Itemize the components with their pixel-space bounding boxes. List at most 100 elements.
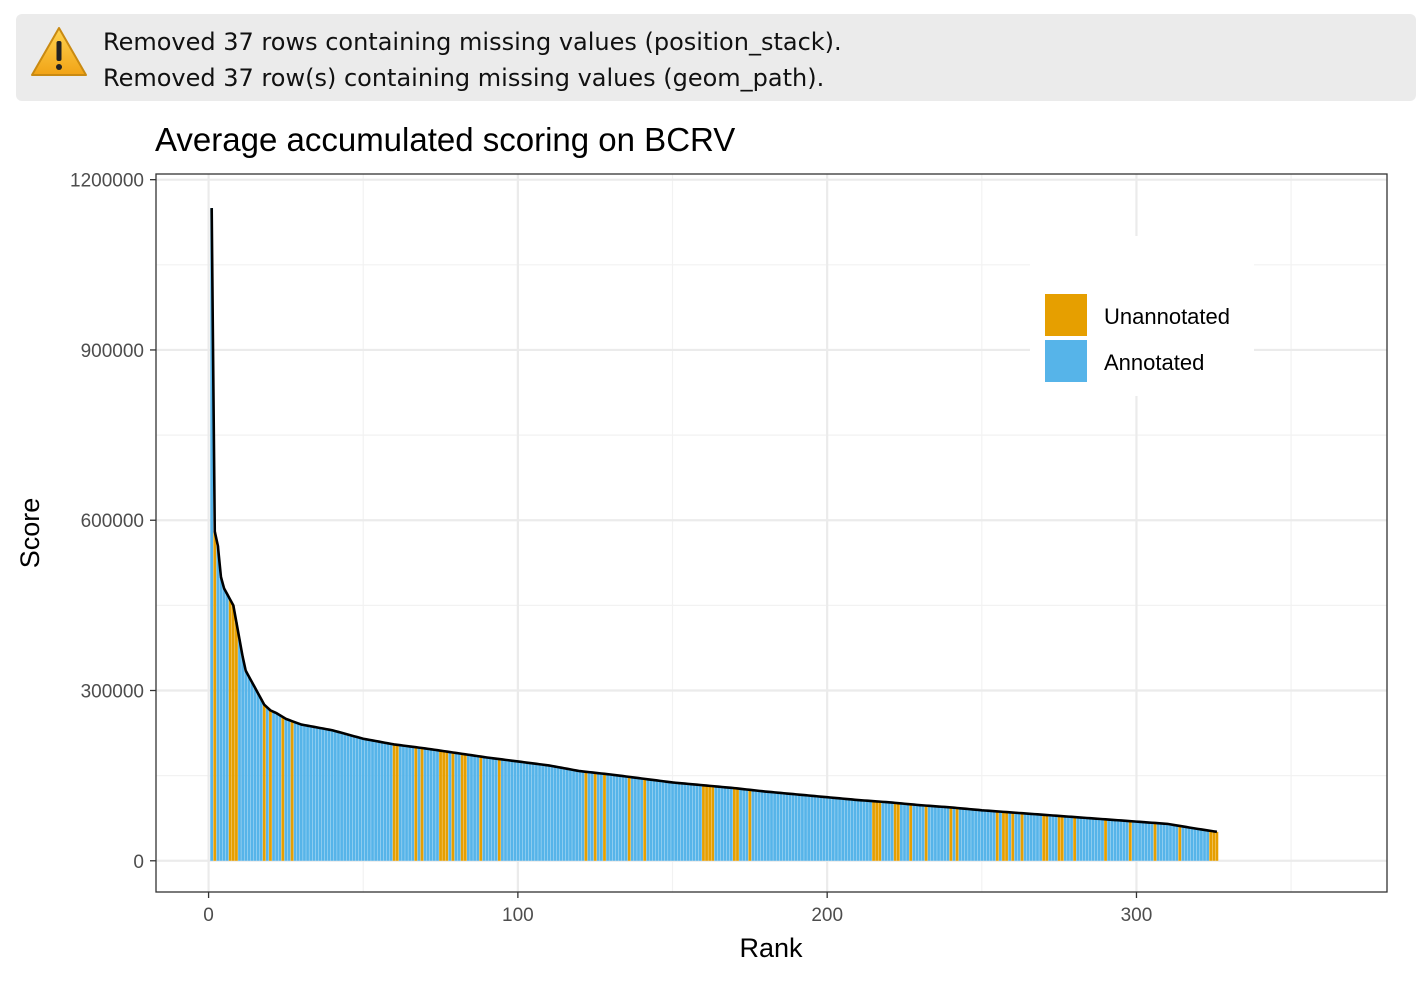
bar-annotated xyxy=(1039,814,1042,861)
bar-annotated xyxy=(550,766,554,861)
bar-annotated xyxy=(986,810,990,861)
bar-annotated xyxy=(259,699,263,861)
bar-annotated xyxy=(1029,813,1033,861)
bar-annotated xyxy=(810,795,814,861)
bar-annotated xyxy=(349,735,353,861)
bar-annotated xyxy=(371,740,374,861)
bar-annotated xyxy=(668,782,671,861)
bar-unannotated xyxy=(1073,817,1076,861)
bar-annotated xyxy=(559,767,563,861)
bar-annotated xyxy=(516,761,520,861)
bar-annotated xyxy=(726,787,730,861)
bar-annotated xyxy=(742,789,746,861)
bar-annotated xyxy=(906,804,909,861)
bar-annotated xyxy=(1206,830,1209,861)
bar-unannotated xyxy=(1042,814,1046,861)
bar-annotated xyxy=(680,783,684,861)
bar-annotated xyxy=(364,739,368,861)
bar-annotated xyxy=(494,758,498,861)
bar-annotated xyxy=(773,792,776,861)
bar-unannotated xyxy=(702,785,705,861)
bar-annotated xyxy=(825,797,829,861)
bar-unannotated xyxy=(995,811,999,861)
bar-annotated xyxy=(1101,819,1104,861)
bar-annotated xyxy=(287,720,291,861)
bar-annotated xyxy=(927,805,931,861)
bar-annotated xyxy=(293,722,297,861)
bar-annotated xyxy=(689,784,693,861)
bar-annotated xyxy=(346,734,350,861)
bar-annotated xyxy=(658,780,662,861)
bar-unannotated xyxy=(442,751,446,861)
bar-annotated xyxy=(355,737,359,861)
bar-annotated xyxy=(992,811,996,861)
bar-annotated xyxy=(510,760,514,861)
legend-key-annotated xyxy=(1045,340,1087,382)
bar-annotated xyxy=(265,707,269,861)
bar-annotated xyxy=(1067,816,1070,861)
bar-annotated xyxy=(488,757,492,861)
bar-annotated xyxy=(1175,825,1179,861)
bar-annotated xyxy=(535,763,538,861)
bar-annotated xyxy=(1125,820,1129,861)
bar-annotated xyxy=(569,769,572,861)
bar-annotated xyxy=(1116,820,1120,861)
bar-annotated xyxy=(1026,813,1030,861)
bar-annotated xyxy=(729,787,733,861)
bar-annotated xyxy=(915,804,919,861)
bar-annotated xyxy=(253,687,257,861)
bar-annotated xyxy=(890,802,894,861)
bar-annotated xyxy=(1088,818,1092,861)
bar-annotated xyxy=(1076,817,1080,861)
bar-unannotated xyxy=(955,808,959,861)
bar-annotated xyxy=(278,715,282,861)
warning-line-1: Removed 37 rows containing missing value… xyxy=(103,28,842,56)
bar-annotated xyxy=(340,732,343,861)
bar-unannotated xyxy=(643,778,647,861)
bar-annotated xyxy=(1094,818,1098,861)
bar-annotated xyxy=(519,761,523,861)
bar-unannotated xyxy=(269,710,272,861)
bar-annotated xyxy=(368,739,371,861)
bar-unannotated xyxy=(439,750,442,861)
bar-annotated xyxy=(448,752,452,861)
bar-unannotated xyxy=(705,785,708,861)
x-tick-label: 100 xyxy=(502,905,534,926)
bar-annotated xyxy=(256,693,260,861)
bar-annotated xyxy=(813,796,817,861)
bar-annotated xyxy=(934,806,937,861)
bar-annotated xyxy=(714,786,718,861)
bar-unannotated xyxy=(909,804,913,861)
bar-annotated xyxy=(844,798,848,861)
bar-annotated xyxy=(565,768,569,861)
bar-annotated xyxy=(525,762,529,861)
bar-annotated xyxy=(377,741,381,861)
bar-annotated xyxy=(646,779,650,861)
bar-annotated xyxy=(296,723,300,861)
bar-annotated xyxy=(819,796,823,861)
bar-annotated xyxy=(881,801,885,861)
bars xyxy=(210,208,1219,861)
bar-annotated xyxy=(612,774,616,861)
bar-annotated xyxy=(720,787,724,861)
bar-annotated xyxy=(473,755,476,861)
bar-unannotated xyxy=(1128,821,1132,861)
bar-annotated xyxy=(1097,818,1101,861)
bar-annotated xyxy=(327,729,331,861)
legend-label-unannotated: Unannotated xyxy=(1104,304,1230,329)
bar-annotated xyxy=(1135,821,1138,861)
bar-annotated xyxy=(315,727,319,861)
bar-annotated xyxy=(1091,818,1095,861)
bar-unannotated xyxy=(235,622,238,861)
bar-unannotated xyxy=(1005,812,1008,861)
bar-annotated xyxy=(426,748,430,861)
bar-annotated xyxy=(544,765,548,861)
bar-unannotated xyxy=(1020,813,1024,861)
bar-annotated xyxy=(1063,816,1067,861)
bar-annotated xyxy=(838,798,841,861)
x-tick-label: 200 xyxy=(811,905,843,926)
bar-unannotated xyxy=(1209,830,1213,861)
bar-annotated xyxy=(1169,824,1172,861)
bar-annotated xyxy=(398,745,402,861)
